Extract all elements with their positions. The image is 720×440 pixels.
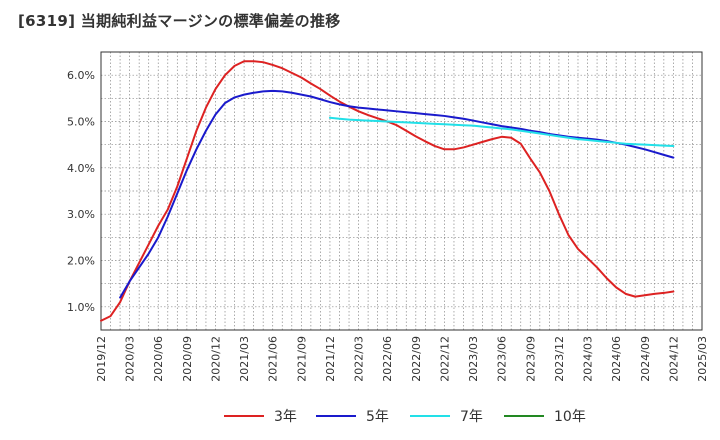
x-tick-label: 2019/12 — [95, 336, 108, 382]
x-tick-label: 2022/12 — [438, 336, 451, 382]
x-tick-label: 2022/03 — [353, 336, 366, 382]
legend-item-5y: 5年 — [316, 402, 389, 430]
legend-swatch-7y — [410, 415, 450, 417]
legend-label-10y: 10年 — [554, 409, 586, 425]
y-tick-label: 4.0% — [67, 162, 95, 175]
legend-label-5y: 5年 — [366, 409, 389, 425]
series-line-1 — [119, 89, 675, 299]
x-tick-label: 2024/12 — [667, 336, 680, 382]
x-tick-label: 2020/12 — [209, 336, 222, 382]
x-tick-label: 2023/09 — [524, 336, 537, 382]
legend-swatch-10y — [504, 415, 544, 417]
x-tick-label: 2023/12 — [553, 336, 566, 382]
x-tick-label: 2021/03 — [238, 336, 251, 382]
legend-item-10y: 10年 — [504, 402, 586, 430]
x-tick-label: 2020/06 — [152, 336, 165, 382]
x-tick-label: 2020/09 — [181, 336, 194, 382]
x-tick-label: 2024/03 — [582, 336, 595, 382]
legend-swatch-5y — [316, 415, 356, 417]
y-tick-label: 1.0% — [67, 301, 95, 314]
legend-item-7y: 7年 — [410, 402, 483, 430]
x-tick-label: 2022/09 — [410, 336, 423, 382]
chart-title: [6319] 当期純利益マージンの標準偏差の推移 — [18, 12, 341, 30]
x-tick-label: 2024/06 — [610, 336, 623, 382]
plot-area — [101, 52, 702, 330]
y-tick-label: 2.0% — [67, 255, 95, 268]
x-tick-label: 2022/06 — [381, 336, 394, 382]
chart-legend: 3年 5年 7年 10年 — [0, 402, 720, 430]
x-tick-label: 2021/06 — [267, 336, 280, 382]
legend-label-7y: 7年 — [460, 409, 483, 425]
y-tick-label: 6.0% — [67, 69, 95, 82]
y-tick-label: 3.0% — [67, 208, 95, 221]
x-tick-label: 2023/03 — [467, 336, 480, 382]
x-tick-label: 2020/03 — [124, 336, 137, 382]
legend-label-3y: 3年 — [274, 409, 297, 425]
legend-swatch-3y — [224, 415, 264, 417]
x-tick-label: 2023/06 — [496, 336, 509, 382]
x-tick-label: 2021/09 — [295, 336, 308, 382]
series-line-2 — [328, 116, 675, 148]
x-tick-label: 2024/09 — [639, 336, 652, 382]
plot-frame — [100, 51, 703, 331]
x-tick-label: 2021/12 — [324, 336, 337, 382]
x-tick-label: 2025/03 — [696, 336, 709, 382]
y-tick-label: 5.0% — [67, 116, 95, 129]
legend-item-3y: 3年 — [224, 402, 297, 430]
